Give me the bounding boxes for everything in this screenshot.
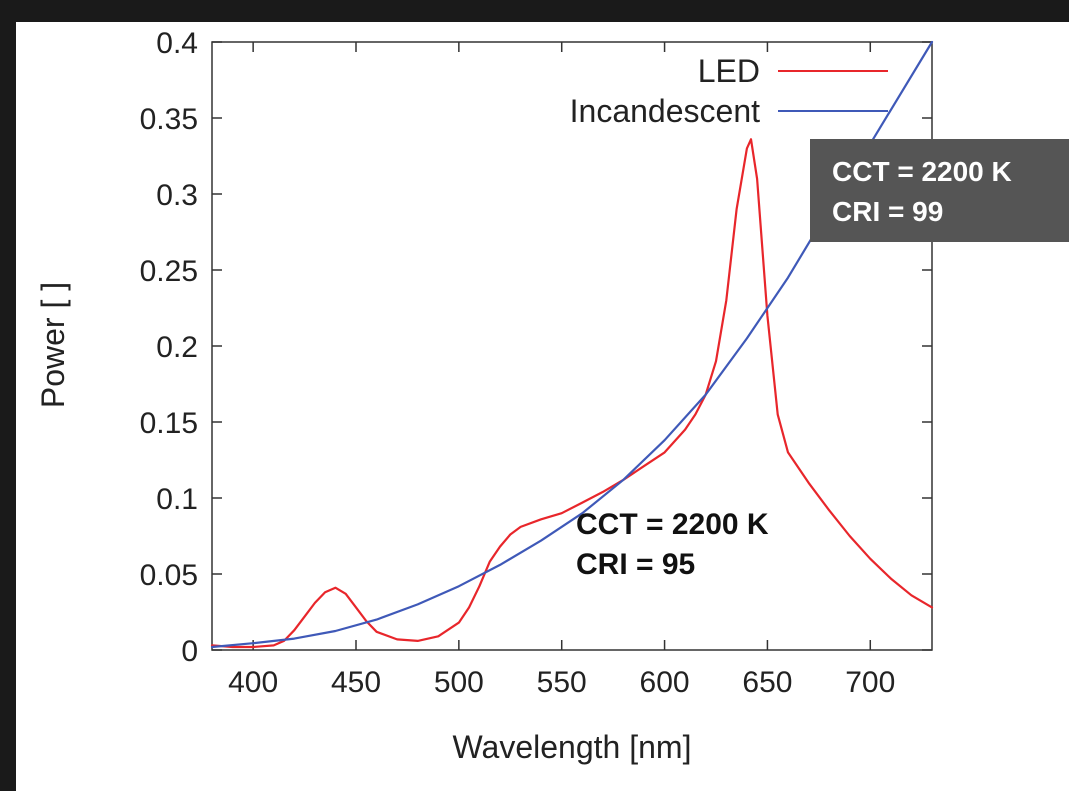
annotations: CCT = 2200 K CRI = 95 CCT = 2200 K CRI =… [576,139,1069,581]
x-tick-label: 550 [537,666,587,699]
x-axis-title: Wavelength [nm] [453,729,692,765]
y-tick-label: 0.2 [156,331,198,364]
axes: 400 450 500 550 600 650 700 0 0.05 0.1 0.15 0.2 0.25… [140,27,933,699]
annotation-incandescent-cri: CRI = 99 [832,196,943,227]
y-tick-label: 0.05 [140,559,198,592]
x-tick-label: 700 [845,666,895,699]
y-tick-label: 0 [181,635,198,668]
x-tick-label: 500 [434,666,484,699]
series-group [210,40,934,649]
series-line-led [210,138,934,649]
y-tick-label: 0.3 [156,179,198,212]
y-tick-label: 0.1 [156,483,198,516]
y-axis-title: Power [ ] [35,282,71,408]
x-tick-label: 400 [228,666,278,699]
legend: LED Incandescent [570,53,888,129]
series-line-incandescent [210,40,934,649]
x-tick-label: 450 [331,666,381,699]
annotation-incandescent-box [810,139,1069,242]
annotation-led-cct: CCT = 2200 K [576,508,769,541]
y-tick-label: 0.35 [140,103,198,136]
y-tick-label: 0.25 [140,255,198,288]
plot-area-border [211,41,933,651]
legend-label-incandescent: Incandescent [570,93,760,129]
x-tick-label: 650 [742,666,792,699]
x-tick-label: 600 [640,666,690,699]
legend-label-led: LED [698,53,760,89]
y-tick-label: 0.15 [140,407,198,440]
y-tick-label: 0.4 [156,27,198,60]
annotation-incandescent-cct: CCT = 2200 K [832,156,1012,187]
annotation-led-cri: CRI = 95 [576,548,695,581]
